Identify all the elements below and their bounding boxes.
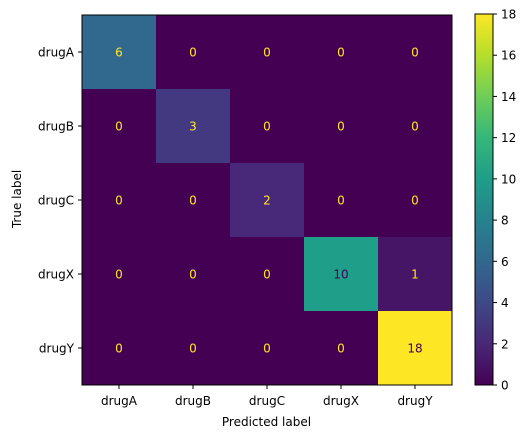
cell-drugB-drugY [378, 89, 452, 163]
colorbar-tick-label: 2 [501, 337, 509, 351]
cell-drugX-drugY [378, 237, 452, 311]
x-tick-label: drugA [101, 394, 138, 408]
x-axis-ticks: drugA drugB drugC drugX drugY [101, 385, 433, 408]
cell-drugC-drugA [82, 163, 156, 237]
cell-value-label: 0 [189, 342, 197, 356]
cell-drugX-drugC [230, 237, 304, 311]
cell-value-label: 0 [115, 268, 123, 282]
colorbar-tick-label: 18 [501, 8, 516, 22]
cell-drugC-drugY [378, 163, 452, 237]
cell-drugB-drugA [82, 89, 156, 163]
x-tick-label: drugY [397, 394, 433, 408]
cell-value-label: 0 [189, 46, 197, 60]
colorbar-tick-label: 12 [501, 131, 516, 145]
cell-value-label: 0 [337, 46, 345, 60]
y-tick-label: drugA [38, 46, 75, 60]
cell-value-label: 0 [263, 342, 271, 356]
cell-drugA-drugC [230, 15, 304, 89]
cell-drugC-drugX [304, 163, 378, 237]
colorbar-tick-label: 16 [501, 49, 516, 63]
cell-value-label: 0 [411, 120, 419, 134]
cell-value-label: 0 [115, 120, 123, 134]
cell-drugY-drugX [304, 311, 378, 385]
heatmap-cell-labels: 6 0 0 0 00 3 0 0 00 0 2 0 00 0 0 10 10 0 0 0 18 [115, 46, 422, 356]
colorbar-tick-label: 10 [501, 172, 516, 186]
cell-drugC-drugC [230, 163, 304, 237]
cell-drugY-drugC [230, 311, 304, 385]
cell-value-label: 10 [333, 268, 348, 282]
colorbar-tick-label: 0 [501, 379, 509, 393]
cell-value-label: 1 [411, 268, 419, 282]
x-tick-label: drugX [323, 394, 359, 408]
x-tick-label: drugC [249, 394, 285, 408]
y-axis-ticks: drugA drugB drugC drugX drugY [38, 46, 82, 356]
cell-value-label: 0 [337, 342, 345, 356]
y-tick-label: drugX [38, 268, 74, 282]
cell-value-label: 18 [407, 342, 422, 356]
colorbar-tick-label: 14 [501, 90, 516, 104]
colorbar [474, 13, 494, 386]
cell-drugY-drugA [82, 311, 156, 385]
cell-drugB-drugX [304, 89, 378, 163]
cell-drugY-drugB [156, 311, 230, 385]
cell-drugA-drugX [304, 15, 378, 89]
cell-drugB-drugB [156, 89, 230, 163]
cell-value-label: 0 [189, 268, 197, 282]
cell-value-label: 0 [263, 46, 271, 60]
cell-drugA-drugA [82, 15, 156, 89]
cell-drugC-drugB [156, 163, 230, 237]
y-tick-label: drugB [38, 120, 74, 134]
cell-value-label: 0 [337, 194, 345, 208]
cell-value-label: 0 [337, 120, 345, 134]
cell-drugY-drugY [378, 311, 452, 385]
cell-value-label: 0 [411, 194, 419, 208]
y-tick-label: drugY [39, 342, 75, 356]
cell-value-label: 6 [115, 46, 123, 60]
y-axis-label: True label [10, 170, 24, 229]
cell-drugX-drugA [82, 237, 156, 311]
heatmap-cells [82, 15, 452, 385]
cell-value-label: 0 [263, 120, 271, 134]
cell-value-label: 0 [189, 194, 197, 208]
cell-value-label: 3 [189, 120, 197, 134]
x-axis-label: Predicted label [222, 415, 311, 429]
colorbar-tick-label: 6 [501, 255, 509, 269]
cell-value-label: 2 [263, 194, 271, 208]
y-tick-label: drugC [38, 194, 74, 208]
cell-value-label: 0 [411, 46, 419, 60]
cell-drugX-drugB [156, 237, 230, 311]
cell-drugX-drugX [304, 237, 378, 311]
colorbar-ticks: 0 2 4 6 8 10 12 14 16 18 [493, 8, 516, 393]
cell-drugA-drugB [156, 15, 230, 89]
cell-value-label: 0 [115, 194, 123, 208]
colorbar-tick-label: 4 [501, 296, 509, 310]
colorbar-tick-label: 8 [501, 214, 509, 228]
cell-drugA-drugY [378, 15, 452, 89]
cell-drugB-drugC [230, 89, 304, 163]
x-tick-label: drugB [175, 394, 211, 408]
cell-value-label: 0 [115, 342, 123, 356]
cell-value-label: 0 [263, 268, 271, 282]
